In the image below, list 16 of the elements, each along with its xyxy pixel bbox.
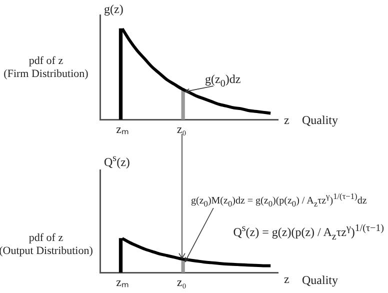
annotation: Q$^{s}$(z) = g(z)(p(z) / A$_{z}$τz$^{γ}$)$^{1/(τ−1)}$ — [233, 222, 384, 244]
x-axis-title: z — [284, 113, 290, 127]
text: pdf of z — [28, 232, 64, 245]
x-axis-title: z — [284, 272, 290, 286]
y-axis-title: g(z) — [104, 2, 124, 16]
x-tick-label: z₀ — [176, 274, 186, 289]
annotation: g(z$_{0}$)dz — [205, 72, 241, 92]
text: g(z$_{0}$)M(z$_{0}$)dz = g(z$_{0}$)(p(z$_{0}$) / A$_{z}$τz$^{γ}$)$^{1/(τ−1)}$dz — [191, 192, 367, 208]
text: Quality — [302, 273, 338, 287]
text: (Firm Distribution) — [2, 68, 90, 81]
text: pdf of z — [28, 55, 64, 68]
y-axis-title: Q$^{s}$(z) — [104, 152, 130, 169]
x-tick-label: zₘ — [116, 274, 128, 289]
x-tick-label: z₀ — [176, 122, 186, 136]
x-tick-label: zₘ — [116, 122, 128, 136]
text: Quality — [302, 113, 338, 127]
